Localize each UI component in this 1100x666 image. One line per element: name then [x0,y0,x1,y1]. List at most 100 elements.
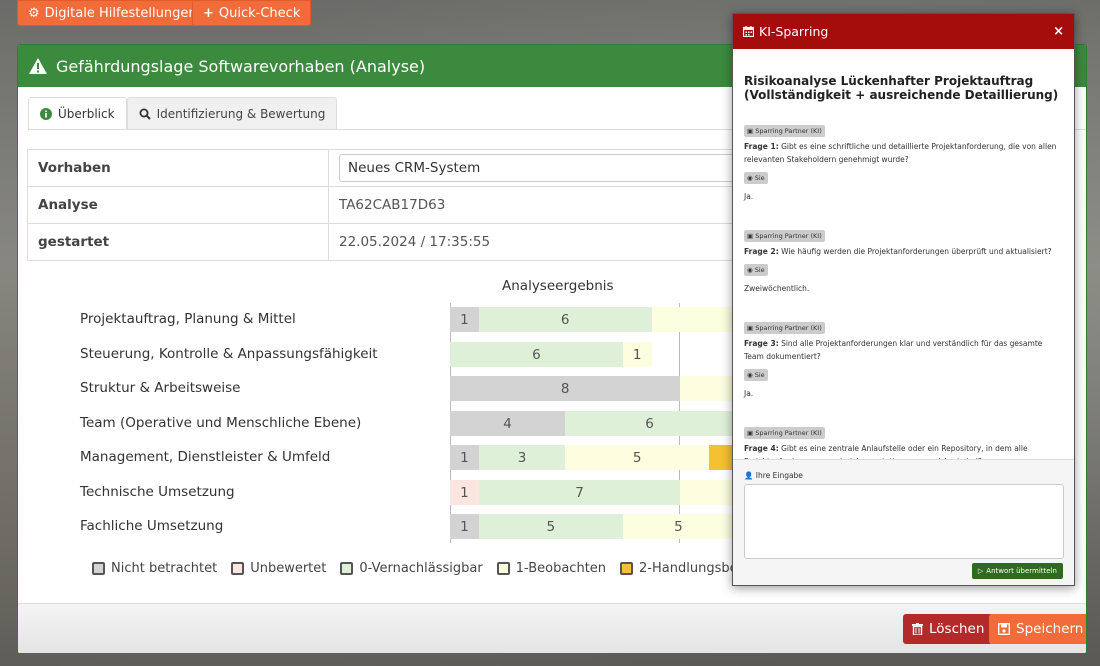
tab-ueberblick-label: Überblick [58,107,115,121]
robot-icon: ▣ [747,127,756,135]
legend-swatch [92,562,105,575]
user-icon: ◉ [747,266,755,274]
user-badge-label: Sie [754,174,765,182]
chart-bar-segment: 7 [478,480,681,505]
question-text: Frage 1: Gibt es eine schriftliche und d… [744,140,1063,166]
digitale-hilfestellungen-button[interactable]: ⚙ Digitale Hilfestellungen [17,0,208,26]
close-icon[interactable]: × [1053,24,1064,39]
chart-bar-segment: 1 [450,514,479,539]
answer-text: Ja. [744,389,754,398]
tab-identifizierung-label: Identifizierung & Bewertung [156,107,326,121]
legend-swatch [340,562,354,575]
analyse-label: Analyse [27,186,329,224]
panel-footer: Löschen Speichern [18,603,1086,653]
chat-exchange: ▣ Sparring Partner (KI) Frage 2: Wie häuf… [744,227,1063,293]
user-badge-label: Sie [754,371,765,379]
chart-bar-segment: 1 [450,445,479,470]
legend-item: Unbewertet [231,561,326,576]
question-number: Frage 3: [744,339,779,348]
robot-icon: ▣ [747,324,756,332]
tab-divider [28,129,1086,130]
chart-bar-segment: 1 [622,342,652,367]
quick-check-button[interactable]: + Quick-Check [192,0,312,26]
chart-bar-segment: 8 [450,376,681,401]
user-badge: ◉ Sie [744,369,768,381]
vorhaben-label: Vorhaben [27,149,329,187]
chart-bar-segment: 6 [450,342,623,367]
answer-text: Zweiwöchentlich. [744,284,810,293]
answer-textarea[interactable] [744,484,1064,559]
floppy-icon [998,623,1010,635]
vorhaben-cell: Neues CRM-System [328,149,787,187]
chat-exchange: ▣ Sparring Partner (KI) Frage 3: Sind all… [744,319,1063,398]
chart-row-label: Projektauftrag, Planung & Mittel [80,311,296,327]
user-icon: ◉ [747,174,755,182]
partner-badge-label: Sparring Partner (KI) [755,127,822,135]
chart-row-label: Struktur & Arbeitsweise [80,380,241,396]
chart-bar-segment: 6 [478,307,652,332]
answer-text: Ja. [744,192,754,201]
gestartet-label: gestartet [27,223,329,261]
chart-row-label: Fachliche Umsetzung [80,518,224,534]
legend-item: 1-Beobachten [496,561,607,576]
partner-badge: ▣ Sparring Partner (KI) [744,230,825,242]
legend-item: Nicht betrachtet [92,561,217,576]
input-label: 👤 Ihre Eingabe [744,471,803,480]
submit-label: Antwort übermitteln [986,567,1057,575]
table-row: gestartet 22.05.2024 / 17:35:55 [27,223,787,261]
legend-label: 0-Vernachlässigbar [359,561,483,576]
question-body: Wie häufig werden die Projektanforderung… [781,247,1052,256]
question-text: Frage 2: Wie häufig werden die Projektan… [744,245,1063,258]
chat-exchange: ▣ Sparring Partner (KI) Frage 4: Gibt es … [744,424,1063,459]
info-table: Vorhaben Neues CRM-System Analyse TA62CA… [27,149,787,261]
chart-bar-segment: 5 [478,514,623,539]
partner-badge-label: Sparring Partner (KI) [755,232,822,240]
chart-bar-segment [680,480,734,505]
vorhaben-value: Neues CRM-System [348,160,481,176]
delete-button[interactable]: Löschen [903,614,994,644]
legend-label: Nicht betrachtet [111,561,218,576]
robot-icon: ▣ [747,232,756,240]
table-row: Vorhaben Neues CRM-System [27,149,787,187]
partner-badge-label: Sparring Partner (KI) [755,429,822,437]
dialog-input-area: 👤 Ihre Eingabe ▷ Antwort übermitteln [733,459,1074,585]
chart-row-label: Steuerung, Kontrolle & Anpassungsfähigke… [80,346,378,362]
chart-bar-segment: 6 [565,411,734,436]
chart-title: Analyseergebnis [502,278,614,294]
chart-legend: Nicht betrachtet Unbewertet 0-Vernachlässi… [92,561,818,576]
input-label-text: Ihre Eingabe [755,471,803,480]
dialog-header: KI-Sparring × [733,14,1074,49]
dialog-title: KI-Sparring [759,24,829,39]
submit-answer-button[interactable]: ▷ Antwort übermitteln [971,563,1063,579]
save-button[interactable]: Speichern [989,614,1086,644]
tab-bar: Überblick Identifizierung & Bewertung [28,97,338,130]
chart-bar-segment: 3 [478,445,566,470]
chart-bar-segment [709,445,734,470]
chart-bar-segment [651,307,734,332]
dialog-chat: Risikoanalyse Lückenhafter Projektauftra… [733,49,1074,459]
table-row: Analyse TA62CAB17D63 [27,186,787,224]
vorhaben-select[interactable]: Neues CRM-System [339,154,776,182]
digitale-hilfestellungen-label: Digitale Hilfestellungen [44,5,197,21]
question-number: Frage 4: [744,444,779,453]
chart-bar-segment: 1 [450,480,479,505]
user-icon: ◉ [747,371,755,379]
info-icon [40,108,52,120]
partner-badge: ▣ Sparring Partner (KI) [744,427,825,439]
chart-bar-segment: 1 [450,307,479,332]
warning-icon [29,58,47,74]
user-icon: 👤 [744,471,754,480]
question-number: Frage 1: [744,142,779,151]
question-text: Frage 3: Sind alle Projektanforderungen … [744,337,1063,363]
plus-icon: + [203,5,214,21]
tab-identifizierung[interactable]: Identifizierung & Bewertung [126,97,338,130]
question-body: Gibt es eine zentrale Anlaufstelle oder … [744,444,1028,459]
trash-icon [912,623,923,635]
chart-bar-segment [680,376,734,401]
legend-swatch [231,562,245,575]
question-text: Frage 4: Gibt es eine zentrale Anlaufste… [744,442,1063,459]
chart-row-label: Technische Umsetzung [80,484,235,500]
legend-label: 1-Beobachten [515,561,607,576]
chart-row-label: Management, Dienstleister & Umfeld [80,449,331,465]
tab-ueberblick[interactable]: Überblick [28,97,127,130]
